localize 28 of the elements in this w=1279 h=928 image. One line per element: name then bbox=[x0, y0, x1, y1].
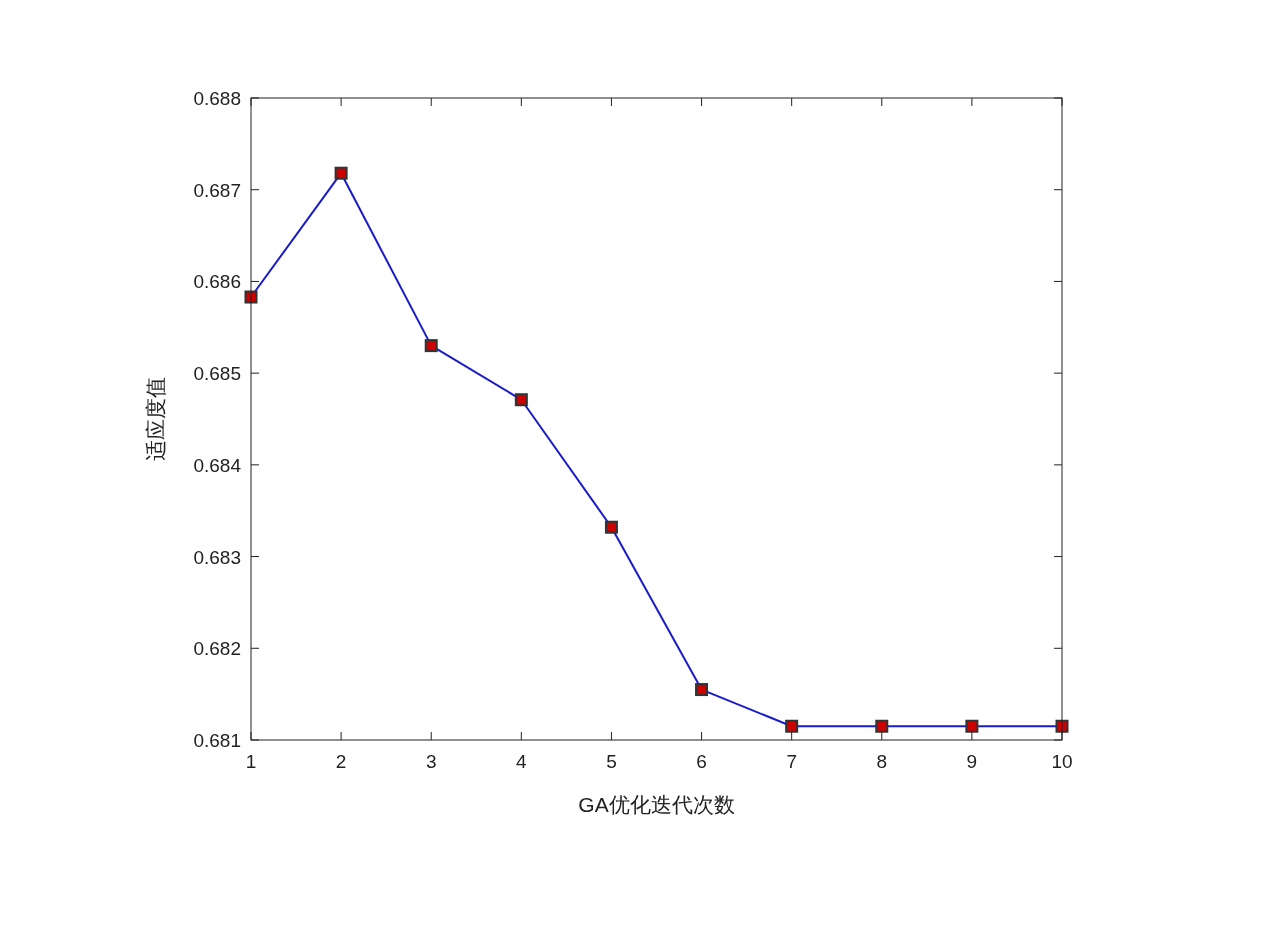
y-tick-label: 0.683 bbox=[193, 546, 241, 568]
point bbox=[875, 719, 889, 733]
y-tick-label: 0.687 bbox=[193, 179, 241, 201]
y-tick-label: 0.684 bbox=[193, 454, 242, 476]
y-tick-label: 0.681 bbox=[193, 730, 241, 751]
y-tick-label: 0.688 bbox=[193, 88, 241, 109]
point bbox=[785, 719, 799, 733]
x-tick-label: 2 bbox=[335, 751, 347, 772]
x-tick-label: 1 bbox=[245, 751, 257, 772]
x-tick-label: 4 bbox=[516, 751, 528, 772]
point bbox=[514, 393, 528, 407]
x-tick-label: 6 bbox=[696, 751, 707, 772]
y-tick-label: 0.686 bbox=[193, 271, 241, 293]
point bbox=[965, 719, 979, 733]
point bbox=[334, 166, 348, 180]
point bbox=[604, 520, 618, 534]
y-tick-label: 0.685 bbox=[193, 363, 241, 385]
x-tick-label: 5 bbox=[606, 751, 617, 772]
point bbox=[424, 339, 438, 353]
x-tick-label: 3 bbox=[425, 751, 437, 772]
x-tick-label: 8 bbox=[876, 751, 888, 772]
x-axis-title: GA优化迭代次数 bbox=[578, 793, 735, 816]
x-tick-label: 10 bbox=[1051, 751, 1073, 772]
x-tick-label: 9 bbox=[966, 751, 978, 772]
y-tick-label: 0.682 bbox=[193, 638, 241, 660]
y-axis-title: 适应度值 bbox=[144, 377, 167, 461]
x-tick-label: 7 bbox=[786, 751, 797, 772]
point bbox=[695, 683, 709, 697]
